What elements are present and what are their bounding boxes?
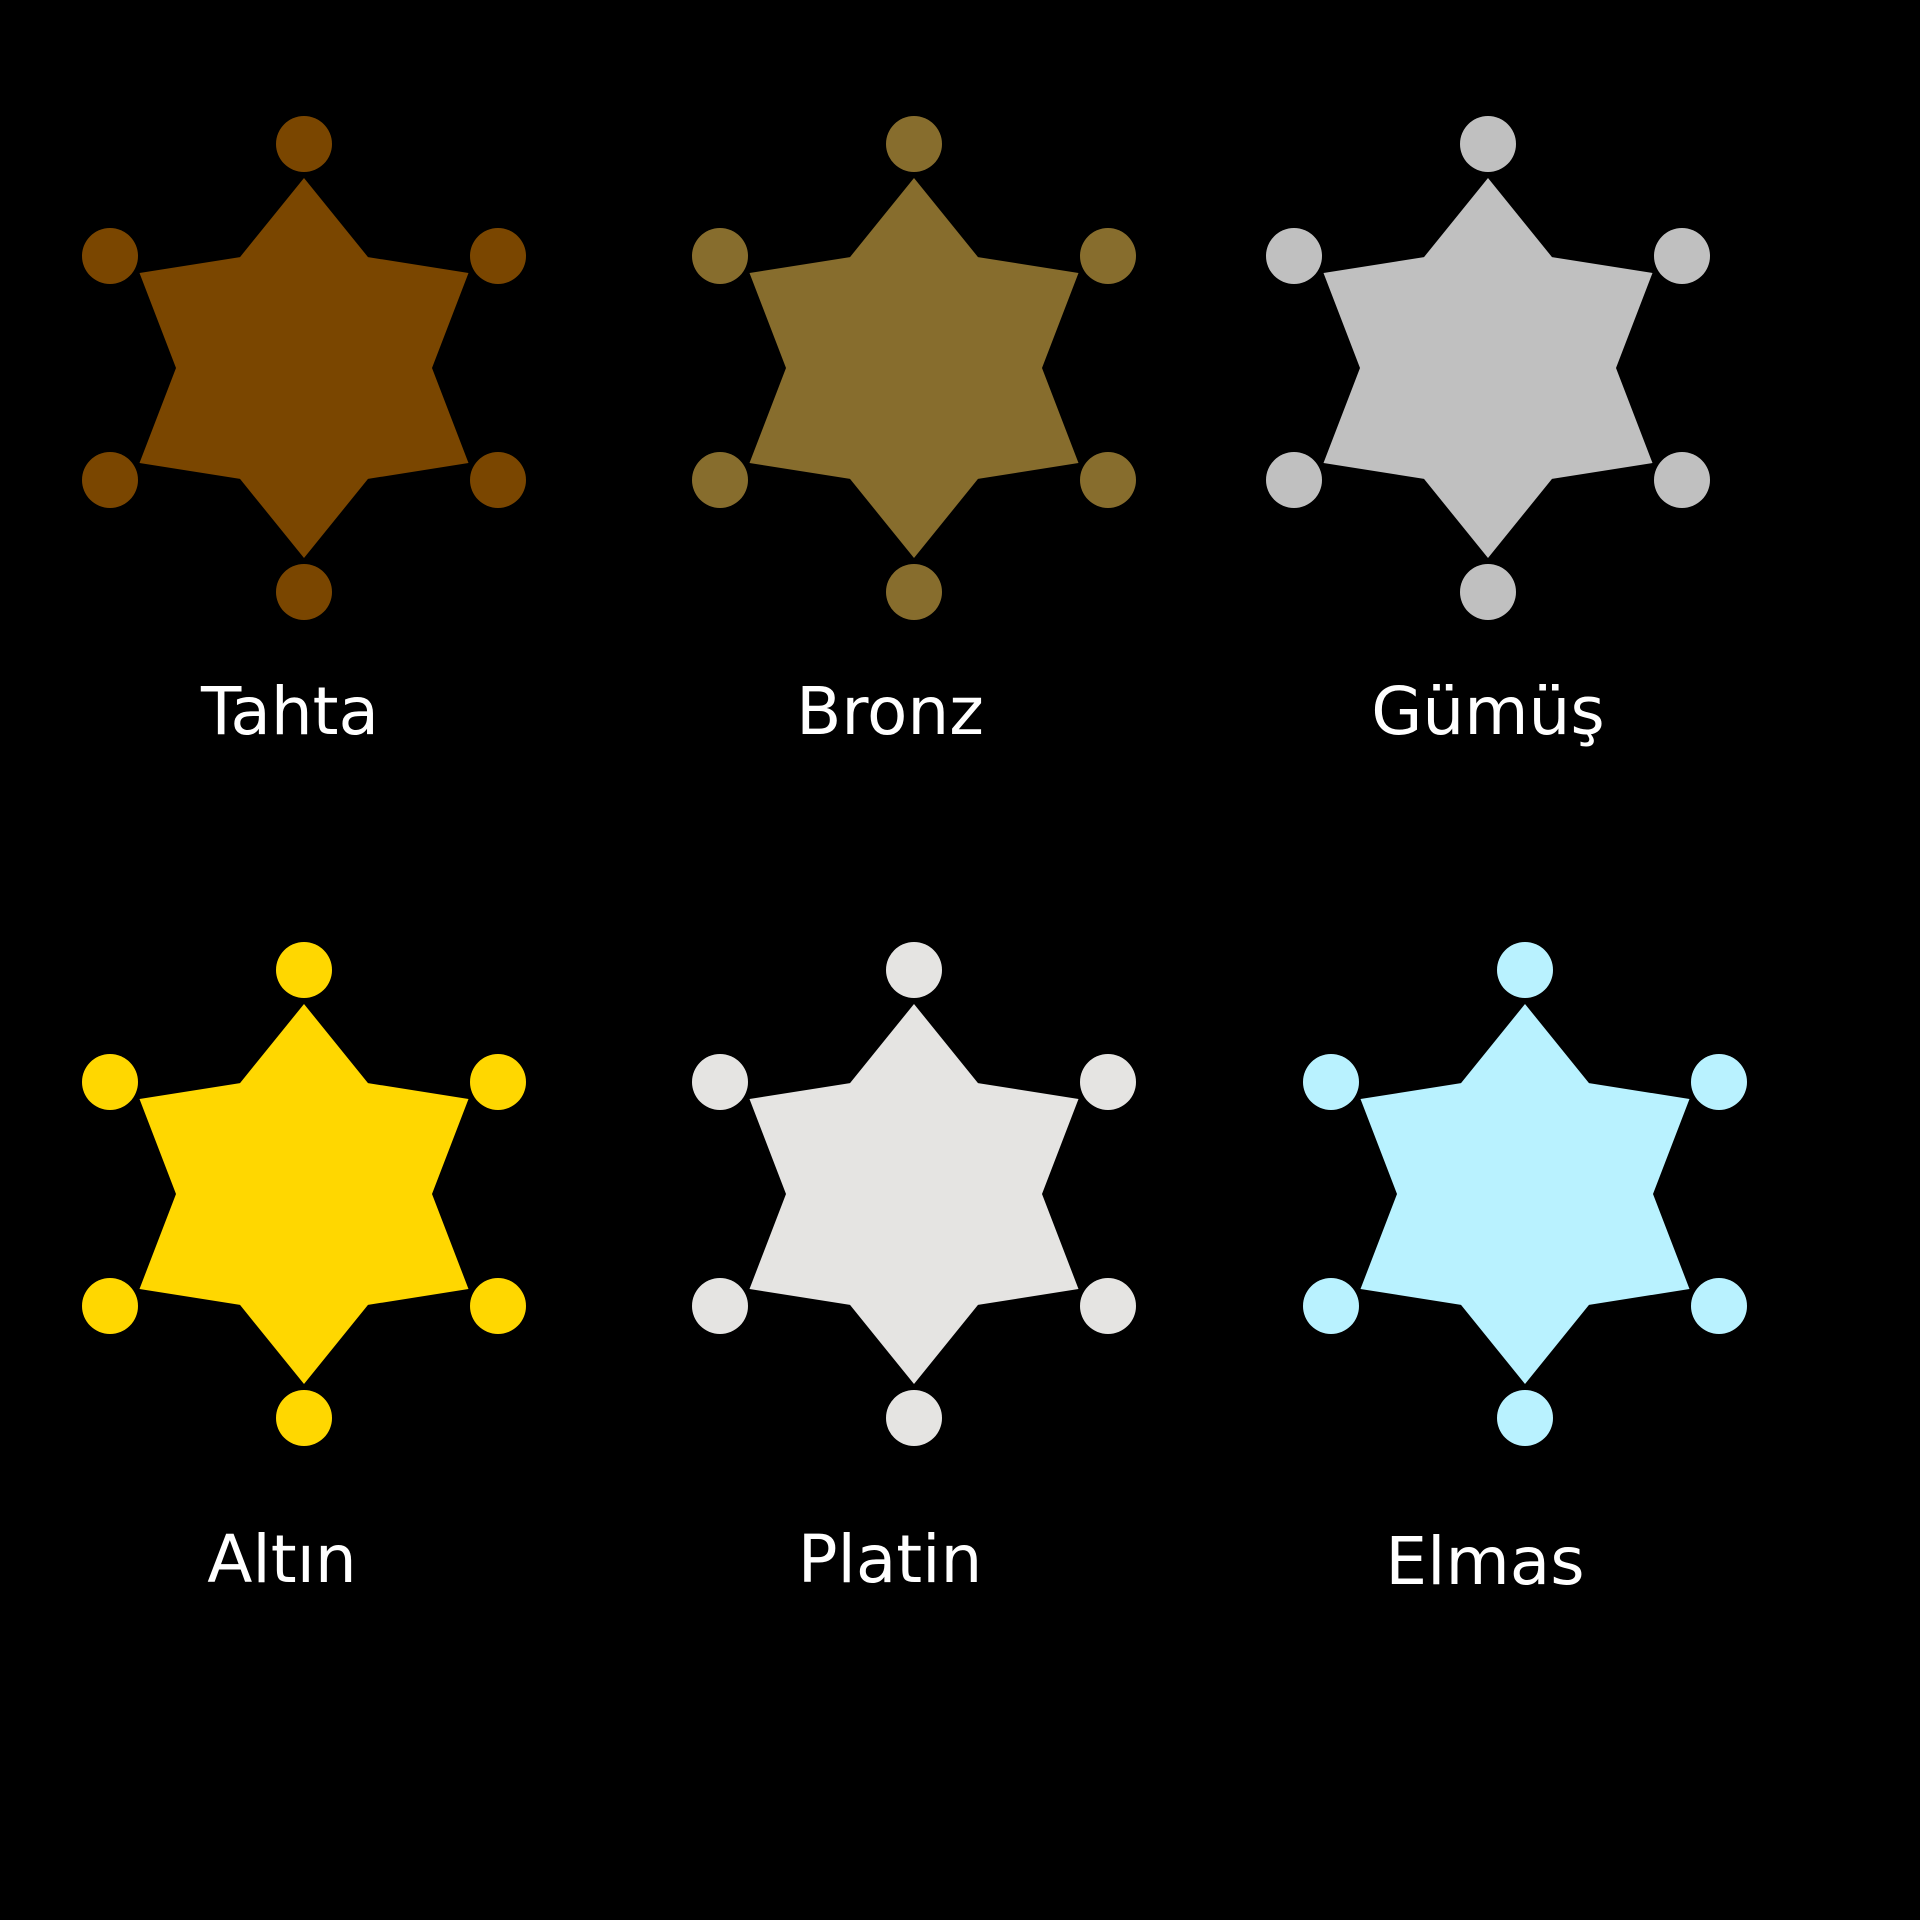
badge-star-knob xyxy=(470,1278,526,1334)
sheriff-star-badge-icon xyxy=(692,116,1136,620)
badge-star-knob xyxy=(1303,1054,1359,1110)
badge-label-bronz: Bronz xyxy=(796,673,984,750)
badge-tile-platin: Platin xyxy=(692,942,1136,1598)
badge-label-tahta: Tahta xyxy=(200,673,379,750)
badge-star-knob xyxy=(1497,942,1553,998)
badge-tile-elmas: Elmas xyxy=(1303,942,1747,1600)
badge-star-knob xyxy=(886,564,942,620)
badge-star-knob xyxy=(1654,452,1710,508)
badge-label-elmas: Elmas xyxy=(1385,1523,1584,1600)
badge-star-body xyxy=(749,178,1079,558)
badge-star-knob xyxy=(1080,1054,1136,1110)
badge-star-knob xyxy=(82,1054,138,1110)
badge-star-knob xyxy=(82,1278,138,1334)
badge-star-knob xyxy=(692,1278,748,1334)
badge-star-knob xyxy=(470,228,526,284)
badge-label-platin: Platin xyxy=(798,1521,983,1598)
sheriff-star-badge-icon xyxy=(82,116,526,620)
badge-star-knob xyxy=(1080,452,1136,508)
badge-star-knob xyxy=(1497,1390,1553,1446)
badge-star-knob xyxy=(692,452,748,508)
badge-star-knob xyxy=(82,452,138,508)
badge-star-knob xyxy=(886,1390,942,1446)
badge-star-body xyxy=(1323,178,1653,558)
badge-star-knob xyxy=(276,564,332,620)
badge-star-knob xyxy=(692,228,748,284)
badge-star-knob xyxy=(1691,1054,1747,1110)
badge-star-body xyxy=(749,1004,1079,1384)
badge-star-knob xyxy=(1080,228,1136,284)
sheriff-star-badge-icon xyxy=(82,942,526,1446)
badge-star-body xyxy=(139,1004,469,1384)
sheriff-star-badge-icon xyxy=(1266,116,1710,620)
badge-star-knob xyxy=(1460,564,1516,620)
badge-star-knob xyxy=(82,228,138,284)
sheriff-star-badge-icon xyxy=(692,942,1136,1446)
badge-star-body xyxy=(1360,1004,1690,1384)
badge-star-knob xyxy=(886,116,942,172)
badge-star-knob xyxy=(1460,116,1516,172)
badge-star-knob xyxy=(470,1054,526,1110)
sheriff-star-badge-icon xyxy=(1303,942,1747,1446)
badge-star-knob xyxy=(1654,228,1710,284)
badge-label-altin: Altın xyxy=(207,1521,357,1598)
badge-tile-gumus: Gümüş xyxy=(1266,116,1710,750)
badge-star-knob xyxy=(1266,228,1322,284)
badge-star-body xyxy=(139,178,469,558)
badge-star-knob xyxy=(276,942,332,998)
badge-label-gumus: Gümüş xyxy=(1371,673,1604,750)
badge-star-knob xyxy=(886,942,942,998)
badge-star-knob xyxy=(1691,1278,1747,1334)
badge-star-knob xyxy=(692,1054,748,1110)
badge-tile-altin: Altın xyxy=(82,942,526,1598)
badge-star-knob xyxy=(276,1390,332,1446)
badge-tile-tahta: Tahta xyxy=(82,116,526,750)
badge-tile-bronz: Bronz xyxy=(692,116,1136,750)
badge-star-knob xyxy=(1303,1278,1359,1334)
badge-star-knob xyxy=(470,452,526,508)
badge-star-knob xyxy=(276,116,332,172)
badge-star-knob xyxy=(1266,452,1322,508)
badge-star-knob xyxy=(1080,1278,1136,1334)
